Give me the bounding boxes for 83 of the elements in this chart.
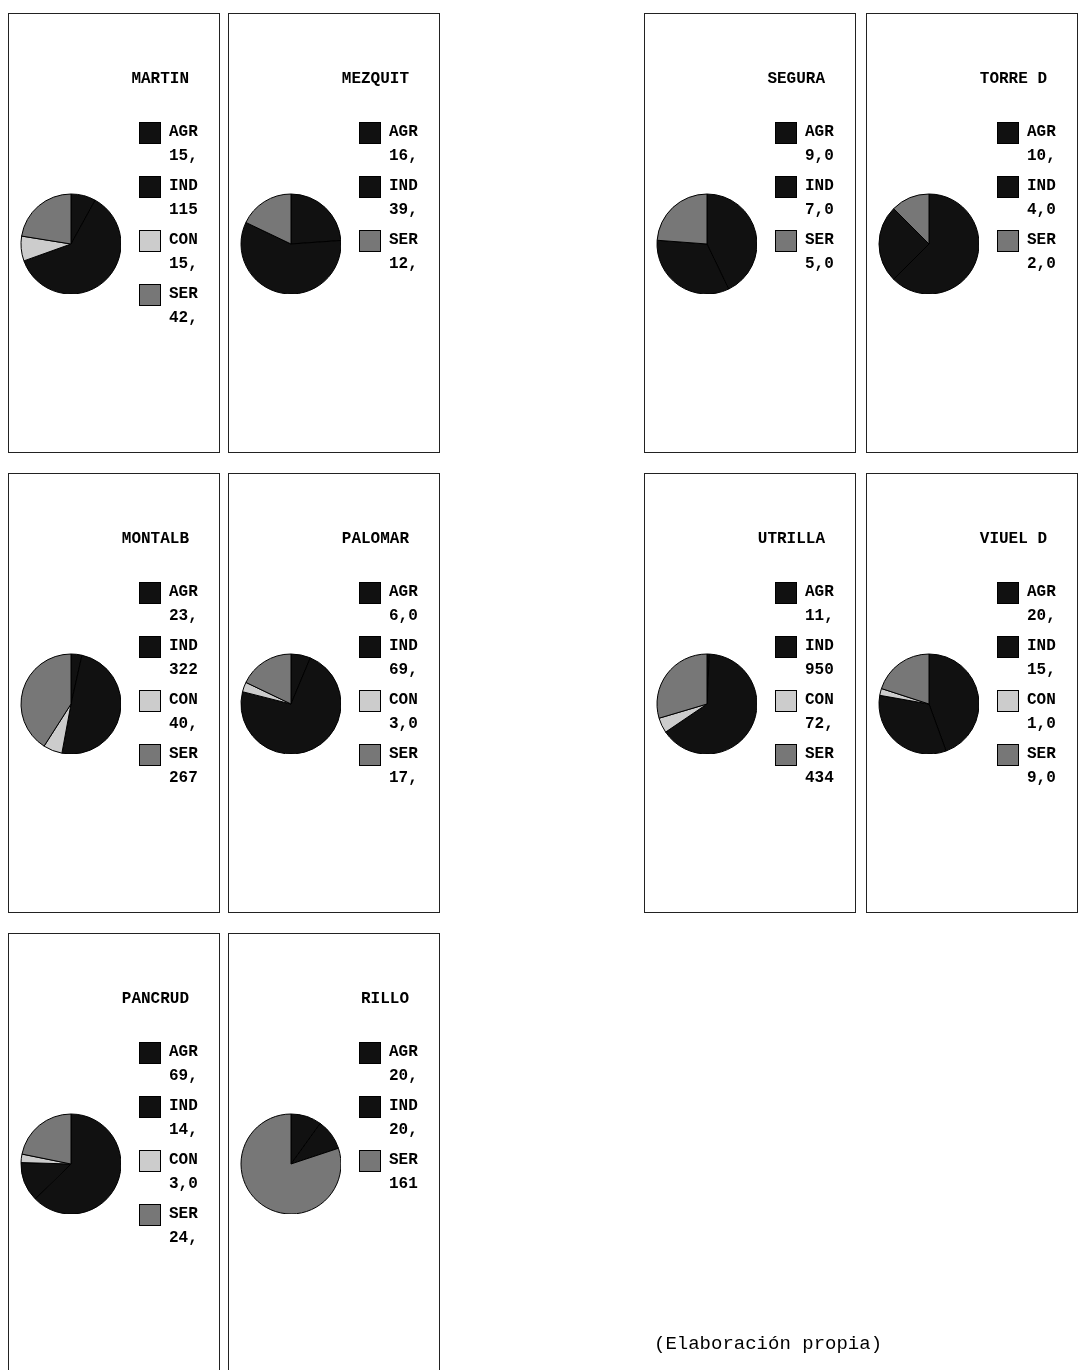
data-label: 23, (169, 606, 198, 627)
legend-label: CON (169, 230, 198, 251)
legend-label: CON (169, 1150, 198, 1171)
data-label: 12, (389, 254, 418, 275)
legend-label: AGR (1027, 122, 1056, 143)
chart-title: PANCRUD (121, 990, 189, 1008)
data-label: 40, (169, 714, 198, 735)
legend-label: AGR (805, 582, 834, 603)
legend-label: SER (1027, 744, 1056, 765)
legend-label: SER (805, 230, 834, 251)
legend-label: SER (389, 744, 418, 765)
data-label: 115 (169, 200, 198, 221)
chart-title: VIUEL D (979, 530, 1047, 548)
legend-label: IND (169, 176, 198, 197)
data-label: 434 (805, 768, 834, 789)
data-label: 20, (389, 1120, 418, 1141)
legend-label: AGR (169, 582, 198, 603)
data-label: 14, (169, 1120, 198, 1141)
legend-label: IND (389, 636, 418, 657)
chart-title: UTRILLA (757, 530, 825, 548)
data-label: 15, (1027, 660, 1056, 681)
legend-label: IND (389, 1096, 418, 1117)
data-label: 24, (169, 1228, 198, 1249)
legend-label: IND (805, 636, 834, 657)
legend-label: SER (805, 744, 834, 765)
data-label: 20, (389, 1066, 418, 1087)
chart-title: SEGURA (767, 70, 825, 88)
legend-label: AGR (805, 122, 834, 143)
chart-title: MEZQUIT (341, 70, 409, 88)
chart-title: MARTIN (131, 70, 189, 88)
legend-label: AGR (169, 122, 198, 143)
chart-title: RILLO (360, 990, 409, 1008)
legend-label: CON (169, 690, 198, 711)
data-label: 1,0 (1027, 714, 1056, 735)
legend-label: SER (389, 230, 418, 251)
legend-label: CON (389, 690, 418, 711)
data-label: 69, (389, 660, 418, 681)
data-label: 9,0 (1027, 768, 1056, 789)
legend-label: IND (1027, 636, 1056, 657)
legend-label: CON (805, 690, 834, 711)
data-label: 11, (805, 606, 834, 627)
legend-label: SER (389, 1150, 418, 1171)
data-label: 15, (169, 146, 198, 167)
data-label: 15, (169, 254, 198, 275)
legend-label: IND (169, 1096, 198, 1117)
data-label: 6,0 (389, 606, 418, 627)
data-label: 3,0 (169, 1174, 198, 1195)
legend-label: AGR (389, 1042, 418, 1063)
data-label: 950 (805, 660, 834, 681)
legend-label: SER (1027, 230, 1056, 251)
data-label: 16, (389, 146, 418, 167)
data-label: 267 (169, 768, 198, 789)
data-label: 10, (1027, 146, 1056, 167)
chart-title: MONTALB (121, 530, 189, 548)
legend-label: IND (1027, 176, 1056, 197)
chart-title: TORRE D (979, 70, 1047, 88)
data-label: 4,0 (1027, 200, 1056, 221)
data-label: 5,0 (805, 254, 834, 275)
legend-label: IND (389, 176, 418, 197)
legend-label: AGR (389, 582, 418, 603)
legend-label: CON (1027, 690, 1056, 711)
legend-label: AGR (1027, 582, 1056, 603)
data-label: 2,0 (1027, 254, 1056, 275)
data-label: 17, (389, 768, 418, 789)
legend-label: IND (169, 636, 198, 657)
legend-label: SER (169, 1204, 198, 1225)
data-label: 3,0 (389, 714, 418, 735)
data-label: 322 (169, 660, 198, 681)
legend-label: IND (805, 176, 834, 197)
legend-label: AGR (169, 1042, 198, 1063)
data-label: 9,0 (805, 146, 834, 167)
legend-label: SER (169, 744, 198, 765)
data-label: 42, (169, 308, 198, 329)
data-label: 69, (169, 1066, 198, 1087)
legend-label: AGR (389, 122, 418, 143)
data-label: 161 (389, 1174, 418, 1195)
text: (Elaboración propia) (654, 1333, 883, 1355)
data-label: 20, (1027, 606, 1056, 627)
data-label: 7,0 (805, 200, 834, 221)
data-label: 39, (389, 200, 418, 221)
data-label: 72, (805, 714, 834, 735)
legend-label: SER (169, 284, 198, 305)
chart-title: PALOMAR (341, 530, 409, 548)
